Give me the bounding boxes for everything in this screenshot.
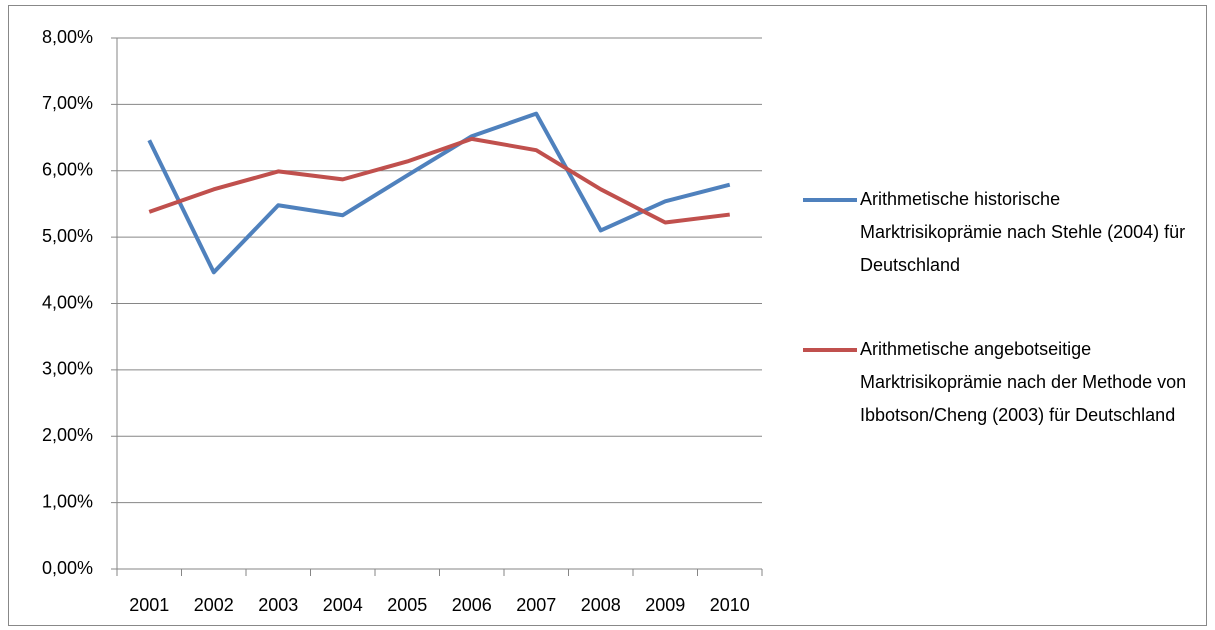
y-tick-label: 5,00%	[42, 226, 93, 246]
x-tick-label: 2009	[645, 595, 685, 615]
x-tick-label: 2010	[710, 595, 750, 615]
y-tick-label: 1,00%	[42, 491, 93, 511]
x-tick-label: 2005	[387, 595, 427, 615]
y-tick-label: 7,00%	[42, 93, 93, 113]
series-line	[148, 136, 730, 225]
y-tick-label: 3,00%	[42, 359, 93, 379]
x-tick-label: 2002	[194, 595, 234, 615]
y-tick-label: 0,00%	[42, 558, 93, 578]
y-tick-label: 2,00%	[42, 425, 93, 445]
x-tick-label: 2008	[581, 595, 621, 615]
y-tick-label: 6,00%	[42, 160, 93, 180]
chart-frame	[8, 5, 1207, 626]
y-tick-label: 4,00%	[42, 292, 93, 312]
x-tick-label: 2003	[258, 595, 298, 615]
x-tick-label: 2004	[323, 595, 363, 615]
series-line	[147, 111, 731, 275]
x-tick-label: 2001	[129, 595, 169, 615]
y-tick-label: 8,00%	[42, 27, 93, 47]
legend-label: Arithmetische angebotseitige Marktrisiko…	[860, 339, 1187, 425]
x-tick-label: 2007	[516, 595, 556, 615]
x-tick-label: 2006	[452, 595, 492, 615]
legend-label: Arithmetische historische Marktrisikoprä…	[860, 189, 1186, 275]
